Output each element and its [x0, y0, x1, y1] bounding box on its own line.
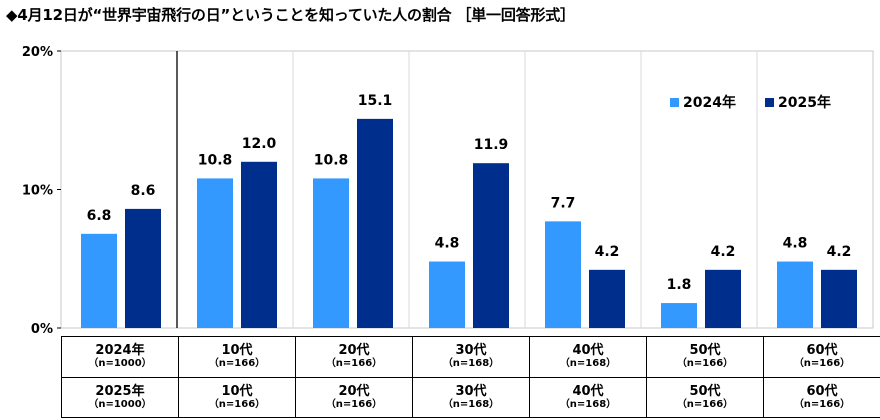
value-label: 10.8: [198, 152, 233, 168]
sample-size: （n=166）: [793, 398, 851, 410]
category-table: 2024年 （n=1000） 10代 （n=166） 20代 （n=166） 30代（…: [61, 336, 880, 418]
table-cell: 10代 （n=166）: [178, 336, 296, 378]
table-cell: 2024年 （n=1000）: [61, 336, 179, 378]
value-label: 8.6: [131, 183, 156, 199]
sample-size: （n=168）: [442, 398, 500, 410]
table-cell: 20代 （n=166）: [295, 336, 413, 378]
bar-2025: [241, 161, 277, 328]
plot-area: [60, 50, 874, 329]
y-tick-label: 10%: [22, 184, 53, 199]
category-label: 30代: [455, 343, 487, 359]
category-label: 60代: [806, 343, 838, 359]
category-label: 20代: [338, 343, 370, 359]
table-cell: 2025年 （n=1000）: [61, 376, 179, 418]
table-cell: 20代 （n=166）: [295, 376, 413, 418]
legend-swatch: [670, 98, 679, 107]
sample-size: （n=1000）: [88, 358, 152, 370]
value-label: 7.7: [551, 195, 576, 211]
sample-size: （n=166）: [676, 358, 734, 370]
category-label: 50代: [689, 343, 721, 359]
sample-size: （n=1000）: [88, 398, 152, 410]
table-cell: 30代 （n=168）: [412, 376, 530, 418]
bar-2024: [661, 303, 697, 328]
bar-2025: [705, 269, 741, 328]
sample-size: （n=166）: [208, 358, 266, 370]
category-label: 10代: [221, 383, 253, 399]
legend-label: 2025年: [778, 94, 831, 111]
bar-2024: [81, 233, 117, 328]
legend-label: 2024年: [683, 94, 736, 111]
bar-2024: [313, 178, 349, 328]
table-cell: 60代 （n=166）: [763, 336, 880, 378]
bar-chart: 0% 10% 20% 6.8 10.8 10.8 4.8 7.7 1.8 4.8 8.6 12.0 15…: [22, 45, 874, 336]
category-label: 50代: [689, 383, 721, 399]
bar-2024: [545, 221, 581, 328]
sample-size: （n=166）: [676, 398, 734, 410]
category-label: 10代: [221, 343, 253, 359]
sample-size: （n=168）: [559, 398, 617, 410]
sample-size: （n=166）: [208, 398, 266, 410]
bar-2025: [589, 269, 625, 328]
table-cell: 30代 （n=168）: [412, 336, 530, 378]
category-label: 2024年: [95, 343, 145, 359]
bar-2025: [473, 163, 509, 328]
value-label: 4.8: [435, 236, 460, 252]
table-cell: 50代 （n=166）: [646, 336, 764, 378]
value-label: 11.9: [474, 137, 509, 153]
bar-2025: [125, 208, 161, 328]
sample-size: （n=166）: [325, 398, 383, 410]
table-cell: 10代 （n=166）: [178, 376, 296, 418]
sample-size: （n=166）: [793, 358, 851, 370]
value-label: 6.8: [87, 208, 112, 224]
table-cell: 50代 （n=166）: [646, 376, 764, 418]
category-label: 2025年: [95, 383, 145, 399]
value-label: 10.8: [314, 152, 349, 168]
value-label: 4.2: [711, 244, 736, 260]
value-label: 4.2: [827, 244, 852, 260]
category-label: 40代: [572, 343, 604, 359]
table-row-2024: 2024年 （n=1000） 10代 （n=166） 20代 （n=166） 30代（…: [61, 336, 880, 378]
y-tick-label: 20%: [22, 45, 53, 60]
bar-2025: [821, 269, 857, 328]
bar-2025: [357, 118, 393, 329]
category-label: 20代: [338, 383, 370, 399]
table-cell: 40代 （n=168）: [529, 336, 647, 378]
value-label: 1.8: [667, 277, 692, 293]
bar-2024: [429, 261, 465, 328]
y-tick-label: 0%: [31, 322, 53, 336]
table-row-2025: 2025年 （n=1000） 10代 （n=166） 20代 （n=166） 30代（…: [61, 376, 880, 418]
sample-size: （n=166）: [325, 358, 383, 370]
value-label: 12.0: [242, 136, 277, 152]
sample-size: （n=168）: [442, 358, 500, 370]
value-label: 15.1: [358, 93, 393, 109]
chart-title: ◆4月12日が“世界宇宙飛行の日”ということを知っていた人の割合 ［単一回答形式…: [6, 6, 575, 24]
table-cell: 40代 （n=168）: [529, 376, 647, 418]
category-label: 40代: [572, 383, 604, 399]
bar-2024: [197, 178, 233, 328]
sample-size: （n=168）: [559, 358, 617, 370]
value-label: 4.2: [595, 244, 620, 260]
legend-swatch: [765, 98, 774, 107]
category-label: 60代: [806, 383, 838, 399]
bar-2024: [777, 261, 813, 328]
value-label: 4.8: [783, 236, 808, 252]
category-label: 30代: [455, 383, 487, 399]
table-cell: 60代 （n=166）: [763, 376, 880, 418]
